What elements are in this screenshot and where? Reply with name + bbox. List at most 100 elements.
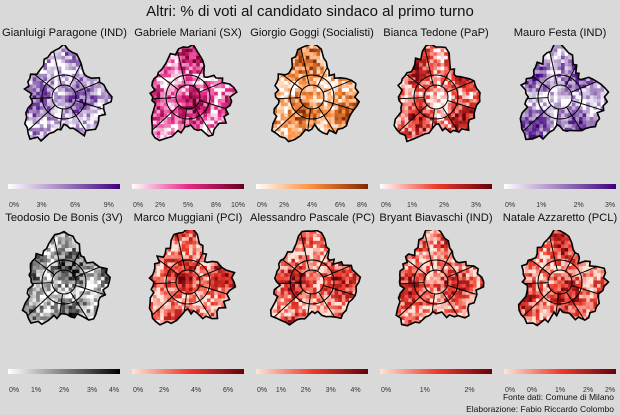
section-cell — [207, 56, 211, 60]
section-cell — [331, 142, 335, 146]
section-cell — [153, 59, 157, 63]
section-cell — [561, 142, 565, 146]
section-cell — [36, 56, 40, 60]
section-cell — [135, 56, 139, 60]
section-cell — [11, 113, 15, 117]
section-cell — [266, 52, 270, 56]
section-cell — [550, 121, 554, 125]
section-cell — [112, 288, 116, 292]
section-cell — [112, 99, 116, 103]
section-cell — [349, 124, 353, 128]
section-cell — [309, 70, 313, 74]
section-cell — [547, 146, 551, 149]
section-cell — [529, 63, 533, 67]
section-cell — [112, 252, 116, 256]
section-cell — [229, 146, 233, 149]
section-cell — [94, 110, 98, 114]
section-cell — [146, 77, 150, 81]
section-cell — [324, 146, 328, 149]
map-title: Altri: % di voti al candidato sindaco al… — [0, 3, 620, 20]
section-cell — [43, 259, 47, 263]
section-cell — [139, 56, 143, 60]
section-cell — [263, 110, 267, 114]
section-cell — [36, 110, 40, 114]
section-cell — [412, 131, 416, 135]
section-cell — [61, 139, 65, 143]
color-scale-bar — [380, 184, 492, 189]
section-cell — [487, 99, 489, 103]
section-cell — [18, 234, 22, 238]
section-cell — [306, 56, 310, 60]
section-cell — [511, 74, 515, 78]
section-cell — [225, 88, 229, 92]
section-cell — [225, 95, 229, 99]
section-cell — [349, 45, 353, 49]
section-cell — [525, 67, 529, 71]
section-cell — [313, 52, 317, 56]
section-cell — [455, 142, 459, 146]
section-cell — [405, 59, 409, 63]
section-cell — [101, 77, 105, 81]
section-cell — [239, 121, 241, 125]
section-cell — [583, 45, 587, 49]
section-cell — [15, 266, 19, 270]
section-cell — [72, 67, 76, 71]
section-cell — [547, 45, 551, 49]
section-cell — [171, 70, 175, 74]
section-cell — [583, 81, 587, 85]
section-cell — [529, 113, 533, 117]
section-cell — [423, 146, 427, 149]
section-cell — [87, 88, 91, 92]
section-cell — [101, 52, 105, 56]
section-cell — [221, 139, 225, 143]
section-cell — [36, 106, 40, 110]
section-cell — [288, 146, 292, 149]
section-cell — [459, 113, 463, 117]
section-cell — [484, 110, 488, 114]
section-cell — [207, 49, 211, 53]
section-cell — [547, 63, 551, 67]
section-cell — [511, 63, 515, 67]
panel-title: Giorgio Goggi (Socialisti) — [250, 27, 374, 39]
section-cell — [277, 59, 281, 63]
section-cell — [583, 146, 587, 149]
section-cell — [90, 121, 94, 125]
section-cell — [575, 56, 579, 60]
section-cell — [309, 121, 313, 125]
section-cell — [363, 81, 365, 85]
section-cell — [604, 121, 608, 125]
section-cell — [167, 77, 171, 81]
section-cell — [270, 63, 274, 67]
color-scale-ticks: 0%3%6%9% — [8, 202, 120, 212]
section-cell — [87, 124, 91, 128]
section-cell — [349, 142, 353, 146]
section-cell — [69, 59, 73, 63]
section-cell — [11, 230, 15, 234]
section-cell — [266, 142, 270, 146]
section-cell — [232, 77, 236, 81]
section-cell — [115, 56, 117, 60]
section-cell — [601, 117, 605, 121]
section-cell — [511, 59, 515, 63]
section-cell — [561, 146, 565, 149]
section-cell — [90, 106, 94, 110]
section-cell — [324, 45, 328, 49]
section-cell — [266, 56, 270, 60]
section-cell — [390, 81, 394, 85]
section-cell — [139, 49, 143, 53]
section-cell — [412, 74, 416, 78]
section-cell — [568, 131, 572, 135]
section-cell — [597, 95, 601, 99]
section-cell — [135, 45, 139, 49]
section-cell — [270, 59, 274, 63]
section-cell — [539, 142, 543, 146]
section-cell — [69, 248, 73, 252]
section-cell — [47, 92, 51, 96]
section-cell — [196, 67, 200, 71]
section-cell — [313, 146, 317, 149]
section-cell — [225, 77, 229, 81]
section-cell — [225, 45, 229, 49]
section-cell — [405, 67, 409, 71]
section-cell — [112, 255, 116, 259]
section-cell — [160, 81, 164, 85]
